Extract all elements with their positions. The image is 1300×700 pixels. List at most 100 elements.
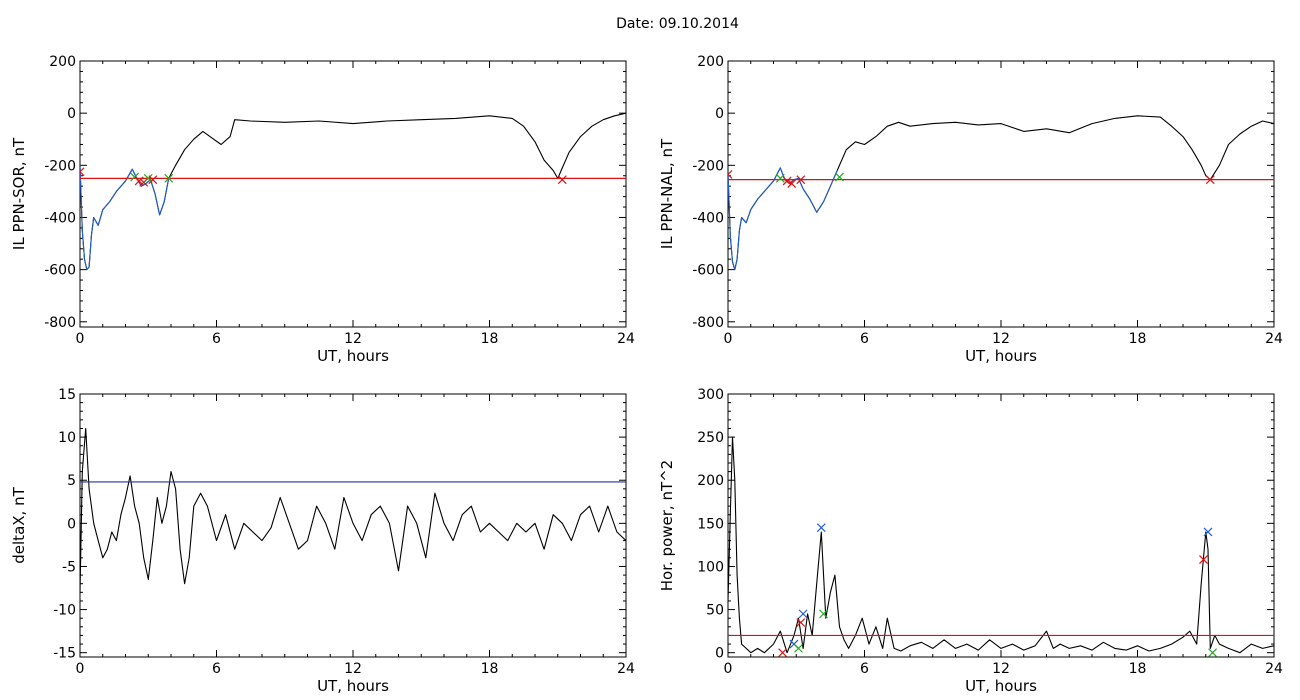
event-marker-blue	[1203, 527, 1213, 537]
plot-frame	[727, 393, 1275, 658]
x-tick-label: 0	[76, 661, 85, 677]
y-axis-label: deltaX, nT	[10, 486, 28, 563]
event-marker-red	[782, 176, 792, 186]
y-tick-label: -800	[44, 315, 76, 331]
x-axis-label: UT, hours	[965, 677, 1037, 695]
x-tick-label: 18	[481, 661, 499, 677]
x-tick-label: 6	[860, 331, 869, 347]
y-axis-label: IL PPN-NAL, nT	[658, 138, 676, 249]
plot-panel-3: 0 6 12 18 24 -15 -10 -5 0 5 10 15 UT, hours deltaX, n…	[10, 387, 635, 695]
event-marker-red	[796, 618, 806, 627]
marker-stroke	[816, 523, 826, 533]
marker-stroke	[794, 643, 803, 653]
marker-stroke	[835, 172, 844, 182]
event-marker-red	[80, 167, 85, 177]
event-marker-red	[1205, 175, 1215, 185]
marker-stroke	[782, 176, 792, 186]
marker-stroke	[778, 648, 788, 657]
series-line-black	[80, 427, 626, 593]
plot-area	[80, 427, 626, 593]
y-tick-label: 0	[715, 646, 724, 662]
event-marker-blue	[816, 523, 826, 533]
event-marker-red	[778, 648, 788, 657]
y-tick-label: 300	[697, 387, 724, 403]
marker-stroke	[789, 639, 799, 649]
y-tick-label: 50	[706, 603, 724, 619]
marker-stroke	[130, 172, 140, 182]
y-tick-label: -5	[62, 559, 76, 575]
y-axis-label: Hor. power, nT^2	[658, 460, 676, 591]
plot-area	[80, 112, 626, 271]
marker-stroke	[148, 175, 158, 185]
plot-panel-1: 0 6 12 18 24 -800 -600 -400 -200 0 200 UT, hours IL …	[10, 54, 635, 365]
event-marker-green	[835, 172, 844, 182]
event-marker-red	[557, 175, 567, 185]
event-marker-red	[728, 170, 733, 179]
x-axis-label: UT, hours	[965, 347, 1037, 365]
x-tick-label: 6	[212, 661, 221, 677]
event-marker-red	[1199, 555, 1208, 564]
plot-panel-4: 0 6 12 18 24 0 50 100 150 200 250 300 UT, hours Hor. …	[658, 387, 1283, 695]
y-tick-label: -600	[692, 263, 724, 279]
marker-stroke	[796, 618, 806, 627]
marker-stroke	[798, 609, 808, 619]
series-line-blue	[728, 167, 838, 271]
x-tick-label: 6	[212, 331, 221, 347]
event-marker-green	[775, 173, 785, 183]
plot-panel-2: 0 6 12 18 24 -800 -600 -400 -200 0 200 UT, hours IL …	[658, 54, 1283, 365]
x-tick-label: 24	[617, 331, 635, 347]
y-tick-label: 10	[58, 430, 76, 446]
y-tick-label: 250	[697, 430, 724, 446]
event-marker-green	[819, 609, 828, 619]
y-tick-label: 15	[58, 387, 76, 403]
x-tick-label: 6	[860, 661, 869, 677]
x-tick-label: 18	[1129, 661, 1147, 677]
y-tick-label: -400	[692, 210, 724, 226]
x-tick-label: 0	[724, 331, 733, 347]
event-marker-red	[787, 179, 797, 188]
y-tick-label: -10	[53, 603, 76, 619]
event-marker-green	[794, 643, 803, 653]
y-tick-label: -15	[53, 646, 76, 662]
y-tick-label: 0	[67, 516, 76, 532]
marker-stroke	[1203, 527, 1213, 537]
event-marker-blue	[798, 609, 808, 619]
marker-stroke	[787, 179, 797, 188]
y-tick-label: 100	[697, 559, 724, 575]
y-tick-label: 200	[697, 473, 724, 489]
marker-stroke	[164, 173, 174, 183]
event-marker-green	[1208, 648, 1217, 657]
series-line-blue	[80, 165, 170, 271]
series-line-black	[728, 115, 1274, 271]
marker-stroke	[1199, 555, 1208, 564]
series-line-black	[728, 436, 1274, 654]
y-axis-label: IL PPN-SOR, nT	[10, 137, 28, 250]
x-axis-label: UT, hours	[317, 677, 389, 695]
event-marker-red	[796, 175, 806, 185]
x-tick-label: 12	[992, 661, 1010, 677]
y-tick-label: 0	[715, 106, 724, 122]
x-axis-label: UT, hours	[317, 347, 389, 365]
marker-stroke	[143, 173, 153, 183]
marker-stroke	[775, 173, 785, 183]
x-tick-label: 18	[481, 331, 499, 347]
marker-stroke	[1208, 648, 1217, 657]
x-tick-label: 12	[344, 331, 362, 347]
plot-frame	[79, 60, 627, 328]
marker-stroke	[134, 176, 144, 186]
x-tick-label: 24	[1265, 661, 1283, 677]
y-tick-label: 150	[697, 516, 724, 532]
marker-stroke	[796, 175, 806, 185]
y-tick-label: 200	[49, 54, 76, 70]
event-marker-red	[148, 175, 158, 185]
y-tick-label: -200	[44, 158, 76, 174]
x-tick-label: 18	[1129, 331, 1147, 347]
y-tick-label: 5	[67, 473, 76, 489]
marker-stroke	[819, 609, 828, 619]
x-tick-label: 12	[992, 331, 1010, 347]
marker-stroke	[557, 175, 567, 185]
marker-stroke	[80, 170, 85, 177]
marker-stroke	[80, 167, 85, 173]
plot-frame	[79, 393, 627, 658]
